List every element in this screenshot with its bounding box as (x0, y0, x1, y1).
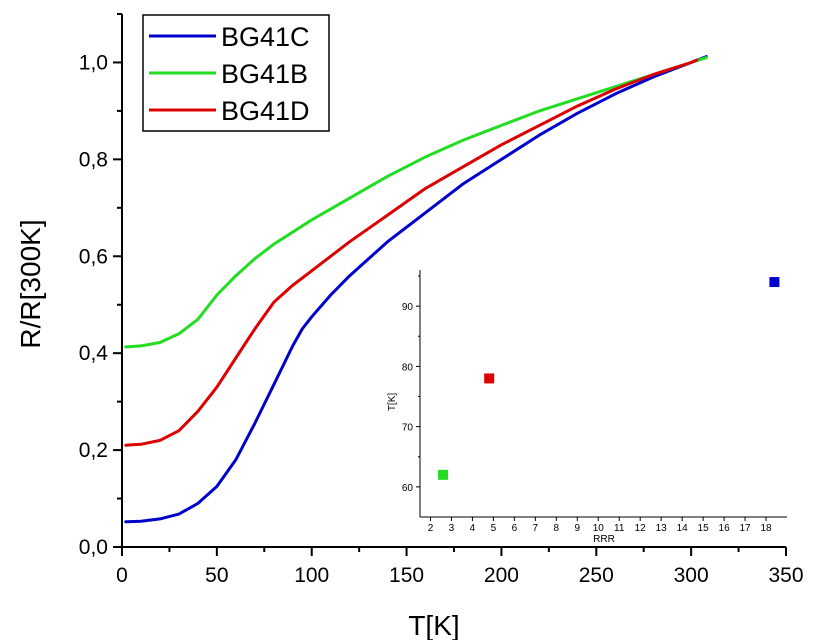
inset-y-tick-label: 90 (402, 302, 414, 313)
legend-label: BG41D (221, 96, 310, 126)
inset-y-tick-label: 70 (402, 423, 414, 434)
legend: BG41C BG41B BG41D (142, 14, 330, 132)
legend-label: BG41C (221, 22, 310, 52)
inset-x-tick-label: 15 (698, 523, 710, 534)
inset-x-tick-label: 8 (554, 523, 560, 534)
inset-x-tick-label: 11 (614, 523, 625, 534)
y-tick-label: 0,0 (79, 536, 108, 559)
x-tick-label: 350 (768, 564, 803, 587)
main-series-group (124, 55, 708, 524)
inset-x-tick-label: 14 (677, 523, 689, 534)
legend-label: BG41B (221, 59, 308, 89)
series-line-bg41c (124, 55, 708, 524)
inset-y-tick-label: 80 (402, 362, 414, 373)
inset-y-axis-label: T[K] (387, 393, 398, 412)
y-tick-label: 0,8 (79, 148, 108, 171)
y-tick-label: 0,4 (79, 342, 109, 365)
x-tick-label: 100 (294, 564, 329, 587)
inset-x-tick-label: 12 (635, 523, 647, 534)
y-tick-label: 1,0 (79, 51, 108, 74)
x-tick-label: 200 (484, 564, 519, 587)
x-tick-label: 0 (116, 564, 128, 587)
inset-x-tick-label: 17 (739, 523, 751, 534)
x-tick-label: 150 (389, 564, 424, 587)
inset-marker (769, 277, 780, 288)
main-axes: 0 50 100 150 200 250 300 350 0,0 0,2 0,4 0,6 0,8 1,0 (79, 13, 804, 587)
x-tick-label: 250 (579, 564, 614, 587)
inset-plot: 2 3 4 5 6 7 8 9 10 11 12 13 14 15 16 17 18 60 70 80 90 (402, 270, 787, 534)
inset-x-tick-label: 3 (449, 523, 455, 534)
inset-x-tick-label: 4 (470, 523, 476, 534)
inset-marker (484, 373, 495, 384)
inset-x-tick-label: 6 (512, 523, 518, 534)
series-line-bg41d (124, 58, 699, 447)
inset-marker (438, 469, 449, 480)
x-tick-label: 50 (205, 564, 228, 587)
y-tick-label: 0,6 (79, 245, 108, 268)
series-line-bg41b (124, 56, 708, 349)
inset-x-axis-label: RRR (593, 534, 615, 545)
inset-x-tick-label: 13 (656, 523, 668, 534)
inset-x-tick-label: 9 (575, 523, 581, 534)
inset-x-tick-label: 5 (491, 523, 497, 534)
inset-x-tick-label: 7 (533, 523, 539, 534)
y-tick-label: 0,2 (79, 439, 108, 462)
y-axis-label: R/R[300K] (15, 219, 46, 348)
x-tick-label: 300 (674, 564, 709, 587)
inset-y-tick-label: 60 (402, 483, 414, 494)
inset-x-tick-label: 2 (428, 523, 434, 534)
inset-x-tick-label: 18 (760, 523, 772, 534)
inset-x-tick-label: 10 (593, 523, 605, 534)
inset-x-tick-label: 16 (719, 523, 731, 534)
x-axis-label: T[K] (408, 610, 459, 640)
